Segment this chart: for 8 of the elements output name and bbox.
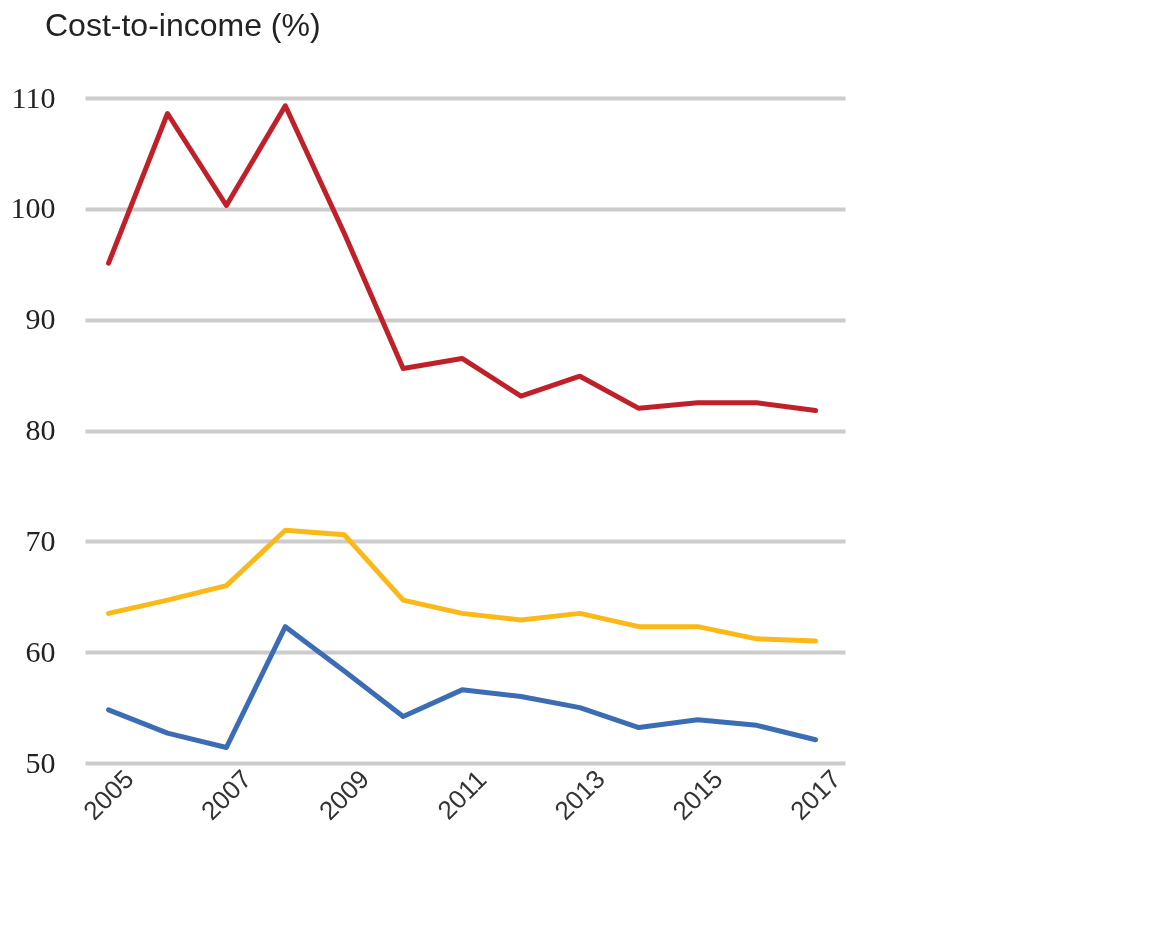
y-tick-label: 70 [25,523,56,557]
y-tick-label: 90 [25,302,56,336]
y-tick-label: 50 [25,745,56,779]
chart-title: Cost-to-income (%) [45,7,321,43]
y-tick-label: 60 [25,634,56,668]
y-tick-label: 110 [11,80,56,114]
y-tick-label: 100 [10,191,56,225]
y-tick-label: 80 [25,413,56,446]
